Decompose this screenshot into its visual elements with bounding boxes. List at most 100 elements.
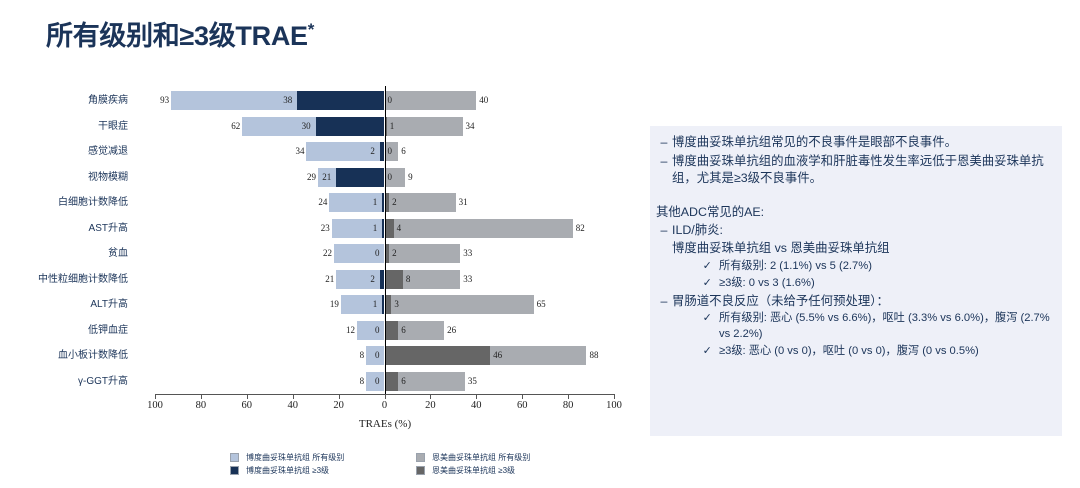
chart-row: 低钾血症 12 0 6 26 (0, 315, 640, 345)
chart-row-label: 血小板计数降低 (58, 350, 128, 361)
bar-value-right-all: 40 (479, 95, 489, 105)
bar-value-left-grade3: 30 (301, 120, 311, 131)
x-axis-tick-label: 40 (471, 400, 482, 411)
dash-bullet-icon: – (660, 222, 668, 237)
x-axis-tick (614, 394, 616, 399)
bar-left-all-grades (329, 193, 385, 212)
chart-row: ALT升高 19 1 3 65 (0, 290, 640, 319)
chart-row-label: 低钾血症 (88, 324, 128, 336)
x-axis-tick (155, 394, 157, 399)
panel-bullet-1: – 博度曲妥珠单抗组的血液学和肝脏毒性发生率远低于恩美曲妥珠单抗组，尤其是≥3级… (656, 153, 1052, 188)
chart-row-track: 19 1 3 65 (155, 290, 614, 319)
chart-row-track: 8 0 46 88 (155, 341, 614, 370)
bar-left-grade3 (297, 91, 385, 110)
legend-item[interactable]: 恩美曲妥珠单抗组 所有级别 (416, 452, 580, 463)
bar-value-right-all: 88 (589, 350, 599, 360)
legend-item[interactable]: 恩美曲妥珠单抗组 ≥3级 (416, 465, 580, 476)
chart-row: 角膜疾病 93 38 0 40 (0, 86, 640, 115)
bar-value-right-grade3: 6 (401, 375, 406, 386)
check-icon: ✓ (702, 312, 712, 325)
bar-left-grade3 (379, 142, 385, 161)
panel-section-heading: 其他ADC常见的AE: (656, 204, 765, 219)
bar-right-grade3 (384, 244, 390, 263)
bar-value-right-grade3: 6 (401, 324, 406, 335)
chart-row-track: 24 1 2 31 (155, 188, 614, 217)
bar-left-grade3 (315, 116, 385, 136)
zero-axis-line (384, 315, 386, 345)
x-axis-tick-label: 80 (562, 400, 574, 411)
chart-row-label: 中性粒细胞计数降低 (38, 273, 128, 285)
bar-right-all-grades (384, 91, 477, 110)
x-axis-tick (430, 394, 432, 399)
bar-right-grade3 (384, 371, 399, 391)
check-icon: ✓ (702, 260, 712, 273)
legend-label: 恩美曲妥珠单抗组 ≥3级 (432, 466, 516, 475)
chart-row: 贫血 22 0 2 33 (0, 239, 640, 268)
chart-row: 干眼症 62 30 1 34 (0, 111, 640, 141)
zero-axis-line (384, 162, 386, 192)
zero-axis-line (384, 111, 386, 141)
bar-value-left-all: 8 (359, 350, 365, 360)
legend-label: 博度曲妥珠单抗组 所有级别 (246, 453, 345, 462)
bar-value-left-grade3: 0 (375, 324, 380, 335)
bar-right-all-grades (384, 295, 534, 314)
bar-value-left-all: 21 (325, 273, 335, 284)
bar-value-right-all: 9 (408, 171, 413, 182)
bar-right-all-grades (384, 218, 573, 238)
bar-left-grade3 (382, 295, 385, 314)
panel-gi-item-1: ✓ ≥3级: 恶心 (0 vs 0)，呕吐 (0 vs 0)，腹泻 (0 vs … (656, 344, 1052, 360)
chart-row-track: 29 21 0 9 (155, 162, 614, 192)
chart-row-label: γ-GGT升高 (78, 375, 128, 387)
bar-right-grade3 (384, 346, 491, 365)
chart-row-label: 白细胞计数降低 (58, 197, 128, 208)
bar-value-right-all: 31 (458, 197, 468, 207)
bar-left-grade3 (379, 269, 385, 289)
legend-label: 博度曲妥珠单抗组 ≥3级 (246, 466, 330, 475)
bar-value-right-grade3: 2 (392, 248, 397, 258)
panel-bullet-0: – 博度曲妥珠单抗组常见的不良事件是眼部不良事件。 (656, 134, 1052, 152)
bar-value-right-all: 26 (447, 324, 457, 335)
x-axis-tick (246, 394, 248, 399)
legend-item[interactable]: 博度曲妥珠单抗组 所有级别 (230, 452, 394, 463)
x-axis-tick-label: 100 (147, 400, 163, 411)
bar-value-right-all: 65 (536, 299, 546, 309)
chart-row-track: 12 0 6 26 (155, 315, 614, 345)
x-axis-tick (568, 394, 570, 399)
legend-swatch-icon (416, 453, 425, 462)
bar-left-grade3 (382, 193, 385, 212)
bar-left-all-grades (366, 371, 385, 391)
bar-right-all-grades (384, 142, 399, 161)
legend-label: 恩美曲妥珠单抗组 所有级别 (432, 453, 531, 462)
bar-left-all-grades (331, 218, 385, 238)
chart-row-track: 34 2 0 6 (155, 137, 614, 166)
dash-bullet-icon: – (660, 153, 668, 168)
bar-value-left-grade3: 0 (375, 350, 380, 360)
bar-right-all-grades (384, 244, 461, 263)
panel-ild-item-1-text: ≥3级: 0 vs 3 (1.6%) (719, 276, 815, 289)
bar-value-left-grade3: 1 (372, 222, 378, 233)
chart-row-label: AST升高 (88, 222, 128, 234)
bar-value-left-all: 23 (320, 222, 330, 233)
bar-value-left-all: 34 (295, 146, 305, 156)
summary-panel: – 博度曲妥珠单抗组常见的不良事件是眼部不良事件。 – 博度曲妥珠单抗组的血液学… (650, 126, 1062, 436)
zero-axis-line (384, 264, 386, 294)
bar-value-left-grade3: 0 (375, 248, 380, 258)
bar-value-right-grade3: 2 (392, 197, 397, 207)
x-axis-tick-label: 60 (241, 400, 253, 411)
bar-value-left-all: 19 (329, 299, 339, 309)
bar-left-all-grades (334, 244, 385, 263)
title-superscript: * (307, 20, 315, 39)
x-axis-tick (384, 394, 386, 399)
bar-right-all-grades (384, 371, 465, 391)
panel-gi-item-1-text: ≥3级: 恶心 (0 vs 0)，呕吐 (0 vs 0)，腹泻 (0 vs 0.… (719, 345, 979, 358)
bar-value-right-grade3: 3 (394, 299, 399, 309)
check-icon: ✓ (702, 276, 712, 289)
bar-right-grade3 (384, 193, 390, 212)
panel-gi-bullet: – 胃肠道不良反应（未给予任何预处理）： (656, 293, 1052, 311)
legend-swatch-icon (230, 453, 239, 462)
legend-item[interactable]: 博度曲妥珠单抗组 ≥3级 (230, 465, 394, 476)
bar-right-all-grades (384, 116, 463, 136)
x-axis-tick (200, 394, 202, 399)
panel-gi-item-0: ✓ 所有级别: 恶心 (5.5% vs 6.6%)，呕吐 (3.3% vs 6.… (656, 311, 1052, 343)
zero-axis-line (384, 366, 386, 396)
